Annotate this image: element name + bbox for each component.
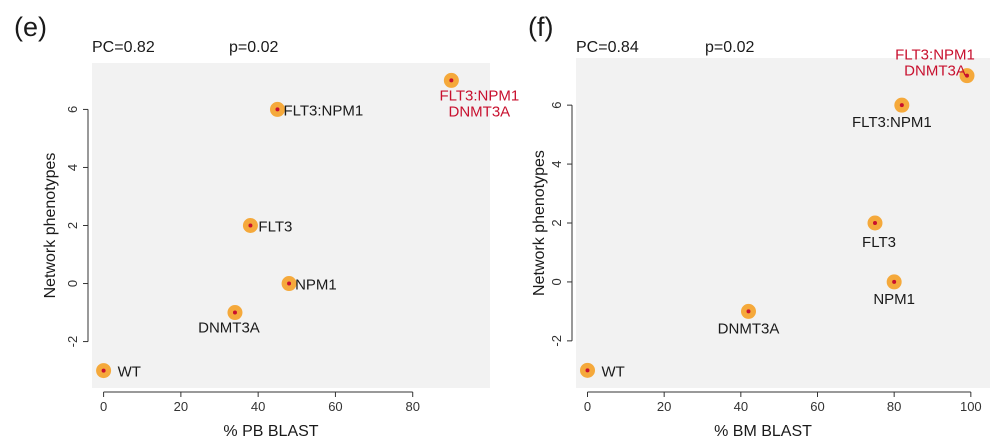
y-tick-label: 6 [65, 106, 80, 113]
x-tick-label: 40 [251, 399, 265, 414]
plot-area [576, 58, 990, 388]
data-point-center [101, 368, 106, 373]
data-point-center [232, 310, 237, 315]
data-point-label: WT [602, 363, 625, 380]
x-tick-label: 20 [174, 399, 188, 414]
y-axis-title: Network phenotypes [42, 153, 59, 299]
y-tick-label: -2 [549, 335, 564, 347]
y-tick-label: 0 [549, 278, 564, 285]
data-point-center [248, 223, 253, 228]
data-point-center [965, 73, 969, 78]
p-value-stat: p=0.02 [229, 39, 278, 56]
data-point-label: FLT3:NPM1 [283, 102, 363, 119]
data-point-center [899, 103, 904, 108]
data-point-center [449, 78, 454, 83]
x-tick-label: 60 [328, 399, 342, 414]
x-tick-label: 20 [657, 399, 671, 414]
data-point-center [892, 279, 897, 284]
chart-panel: (f) PC=0.84 p=0.02 0 20 40 60 80 100 -2 0 2 4 6 % BM B… [528, 12, 990, 440]
data-point-label: FLT3:NPM1 [439, 87, 519, 104]
panel-letter: (f) [528, 12, 553, 42]
data-point-center [746, 309, 751, 314]
data-point-label: WT [118, 364, 141, 381]
y-tick-label: 6 [549, 102, 564, 109]
y-tick-label: 2 [65, 222, 80, 229]
data-point-label: NPM1 [295, 277, 337, 294]
data-point-center [287, 281, 292, 286]
y-tick-label: -2 [65, 336, 80, 348]
x-tick-label: 80 [887, 399, 901, 414]
x-tick-label: 60 [810, 399, 824, 414]
y-axis-title: Network phenotypes [531, 150, 548, 296]
data-point-label: FLT3:NPM1 [852, 114, 932, 131]
x-tick-label: 80 [405, 399, 419, 414]
data-point-label: NPM1 [873, 291, 915, 308]
plot-area [92, 63, 490, 388]
data-point-center [585, 368, 590, 373]
x-tick-label: 0 [100, 399, 107, 414]
panel-letter: (e) [14, 12, 47, 42]
x-tick-label: 100 [960, 399, 982, 414]
y-tick-label: 4 [549, 160, 564, 167]
data-point-center [275, 107, 280, 112]
data-point-center [873, 221, 877, 225]
data-point-label: DNMT3A [718, 320, 780, 337]
data-point-label: DNMT3A [449, 103, 511, 120]
data-point-label: FLT3 [862, 234, 896, 251]
data-point-label: DNMT3A [198, 320, 260, 337]
data-point-label: FLT3:NPM1 [895, 47, 975, 64]
data-point-label: DNMT3A [904, 63, 966, 80]
x-axis-title: % BM BLAST [714, 423, 812, 440]
y-tick-label: 4 [65, 164, 80, 171]
x-tick-label: 40 [734, 399, 748, 414]
x-axis-title: % PB BLAST [223, 423, 318, 440]
pc-stat: PC=0.84 [576, 39, 639, 56]
y-tick-label: 2 [549, 219, 564, 226]
chart-panel: (e) PC=0.82 p=0.02 0 20 40 60 80 -2 0 2 4 6 % PB BLAS… [14, 12, 519, 440]
x-tick-label: 0 [584, 399, 591, 414]
data-point-label: FLT3 [258, 219, 292, 236]
p-value-stat: p=0.02 [705, 39, 754, 56]
y-tick-label: 0 [65, 280, 80, 287]
pc-stat: PC=0.82 [92, 39, 155, 56]
